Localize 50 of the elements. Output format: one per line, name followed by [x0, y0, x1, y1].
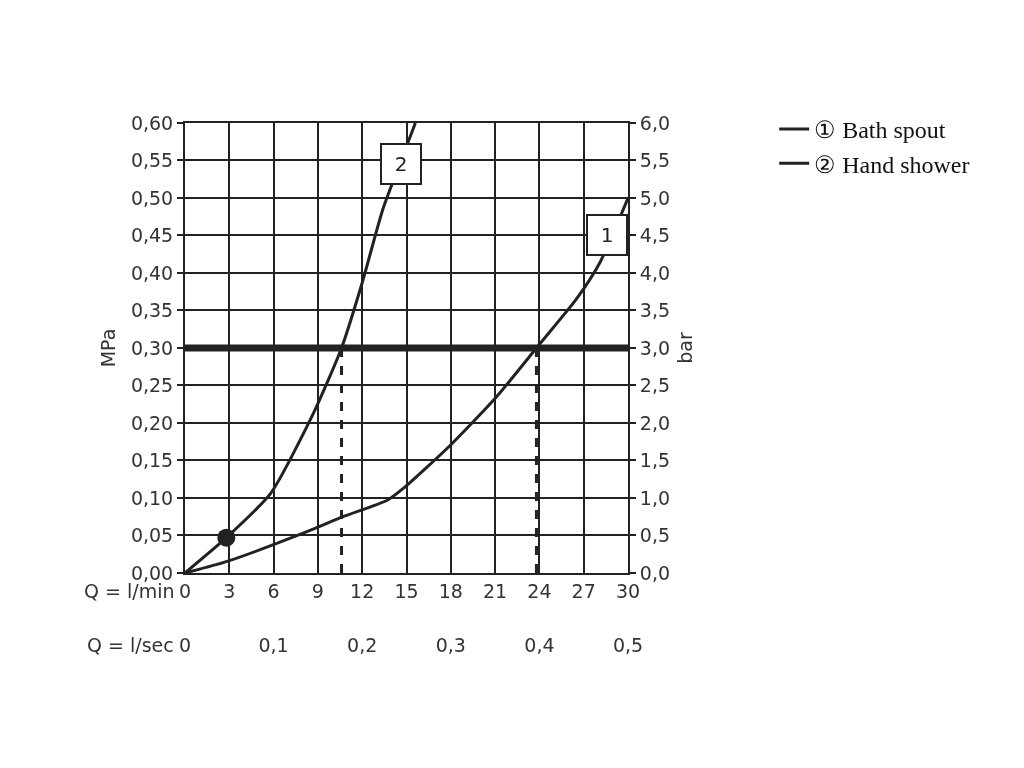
y-tick-label: 0,25: [130, 374, 174, 397]
legend-label: ② Hand shower: [814, 151, 970, 178]
x-tick-label: 18: [438, 579, 463, 602]
y2-tick-label: 5,0: [639, 186, 671, 209]
x-tick-label: 3: [223, 579, 236, 602]
legend-label: ① Bath spout: [814, 117, 946, 144]
y2-tick-label: 2,0: [639, 411, 671, 434]
x2-axis-title: Q = l/sec: [87, 634, 174, 656]
y2-tick-label: 2,5: [639, 374, 671, 397]
y-axis-title: MPa: [97, 328, 120, 368]
y-tick-label: 0,20: [130, 411, 174, 434]
y-tick-label: 0,00: [130, 561, 174, 584]
y-tick-label: 0,60: [130, 111, 174, 134]
x2-tick-label: 0: [178, 633, 192, 656]
x-tick-label: 6: [267, 579, 280, 602]
x-tick-label: 24: [527, 579, 552, 602]
y-tick-label: 0,55: [130, 149, 174, 172]
annotation: 2: [394, 152, 408, 176]
x-tick-label: 12: [350, 579, 375, 602]
x-tick-label: 27: [571, 579, 596, 602]
y2-tick-label: 3,0: [639, 336, 671, 359]
x-tick-label: 15: [394, 579, 419, 602]
y2-axis-title: bar: [674, 332, 697, 364]
y2-tick-label: 1,0: [639, 486, 671, 509]
x2-tick-label: 0,3: [435, 633, 466, 656]
x2-tick-label: 0,2: [347, 633, 378, 656]
y2-tick-label: 1,5: [639, 449, 671, 472]
x-tick-label: 21: [483, 579, 508, 602]
y2-tick-label: 3,5: [639, 299, 671, 322]
y-tick-label: 0,30: [130, 336, 174, 359]
y-tick-label: 0,05: [130, 524, 174, 547]
y2-tick-label: 5,5: [639, 149, 671, 172]
y2-tick-label: 4,5: [639, 224, 671, 247]
x-tick-label: 0: [178, 579, 192, 602]
y2-tick-label: 0,0: [639, 561, 671, 584]
x2-tick-label: 0,4: [524, 633, 555, 656]
x-tick-label: 30: [615, 579, 641, 602]
x-tick-label: 9: [311, 579, 324, 602]
y-tick-label: 0,40: [130, 261, 174, 284]
x2-tick-label: 0,1: [258, 633, 289, 656]
y2-tick-label: 6,0: [639, 111, 671, 134]
y-tick-label: 0,35: [130, 299, 174, 322]
y2-tick-label: 4,0: [639, 261, 671, 284]
y-tick-label: 0,15: [130, 449, 174, 472]
y-tick-label: 0,10: [130, 486, 174, 509]
y-tick-label: 0,45: [130, 224, 174, 247]
annotation: 1: [600, 223, 614, 247]
y-tick-label: 0,50: [130, 186, 174, 209]
y2-tick-label: 0,5: [639, 524, 671, 547]
x2-tick-label: 0,5: [612, 633, 644, 656]
